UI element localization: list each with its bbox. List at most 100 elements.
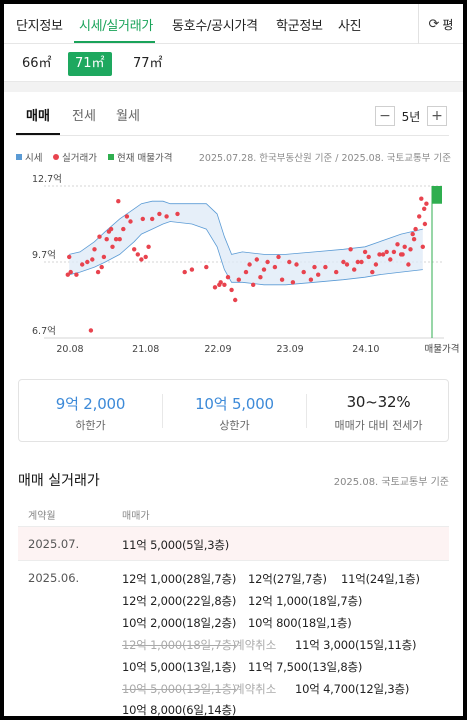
section-divider [4,81,463,92]
x-tick-label: 20.08 [56,344,83,355]
trade-tab-indicator [16,133,60,135]
actual-trade-point [308,277,314,282]
actual-trade-point [384,249,389,255]
deal-price: 11억 7,500(13일,8층) [248,660,363,674]
jeonse-ratio-value: 30~32% [346,393,411,411]
deal-price: 10억 8,000(6일,14층) [122,703,237,716]
deal-price-cancelled: 12억 1,000(18일,7층) [122,638,237,652]
size-option-66[interactable]: 66㎡ [22,56,52,71]
actual-trade-point [108,226,114,232]
period-minus-button[interactable]: − [375,106,395,126]
actual-trade-point [99,264,104,270]
actual-trade-point [95,269,101,275]
size-option-71[interactable]: 71㎡ [68,52,112,76]
deal-price: 10억 2,000(18일,2층) [122,616,237,630]
deal-price: 12억 2,000(22일,8층) [122,594,237,608]
actual-trade-point [104,237,109,242]
actual-trade-point [422,221,428,227]
actual-trade-point [370,269,375,275]
deals-row-highlight[interactable]: 2025.07. 11억 5,000(5일,3층) [18,527,449,561]
actual-trade-point [323,264,328,270]
actual-trade-point [68,269,73,275]
actual-trade-point [391,249,397,255]
actual-trade-point [402,244,407,249]
x-tick-label: 22.09 [204,344,231,355]
actual-trade-point [422,206,427,211]
deal-price: 12억(27일,7층) [248,572,327,586]
actual-trade-point [143,254,148,260]
top-tab-bar: 단지정보 시세/실거래가 동호수/공시가격 학군정보 사진 ⟳ 평 [4,4,463,44]
market-price-band [69,201,423,285]
deal-price-cancelled: 10억 5,000(13일,1층) [122,682,237,696]
actual-trade-point [388,257,393,262]
deal-price: 12억 1,000(28일,7층) [122,572,237,586]
period-plus-button[interactable]: + [427,106,447,126]
upper-bound-caption: 상한가 [219,419,250,432]
actual-trade-point [352,267,357,272]
col-contract-month: 계약월 [28,511,56,522]
actual-trade-dot-icon [53,154,59,160]
tab-complex-info[interactable]: 단지정보 [16,19,63,34]
app-frame: 단지정보 시세/실거래가 동호수/공시가격 학군정보 사진 ⟳ 평 66㎡ 71… [4,4,463,716]
legend-label-actual-trades: 실거래가 [62,153,97,164]
actual-trade-point [97,234,102,239]
actual-trade-point [419,196,424,201]
period-value: 5년 [401,109,421,124]
x-tick-label: 21.08 [132,344,159,355]
actual-trade-point [139,257,144,262]
x-tick-label: 23.09 [276,344,303,355]
cancelled-label: 계약취소 [234,682,277,696]
deals-section-title: 매매 실거래가 [18,473,100,489]
tab-unit-public-price[interactable]: 동호수/공시가격 [172,19,258,34]
deals-table-header: 계약월 매매가 [18,497,449,527]
col-sale-price: 매매가 [122,511,150,522]
actual-trade-point [265,259,270,265]
x-tick-label: 24.10 [352,344,379,355]
tab-photos[interactable]: 사진 [338,19,362,34]
actual-trade-point [301,269,306,275]
trade-tab-divider [16,135,449,136]
legend-item-market-price: 시세 [16,150,42,164]
tab-jeonse[interactable]: 전세 [72,109,96,124]
actual-trade-point [150,216,155,222]
legend-label-market-price: 시세 [25,153,43,164]
size-option-77[interactable]: 77㎡ [133,56,163,71]
tab-price-trades[interactable]: 시세/실거래가 [79,19,154,34]
actual-trade-point [233,297,238,303]
actual-trade-point [341,259,346,265]
upper-bound-value: 10억 5,000 [195,395,274,413]
unit-toggle-button[interactable]: ⟳ 평 [418,4,463,44]
actual-trade-point [212,285,218,290]
listing-price-swatch-icon [108,154,114,160]
deal-price: 11억(24일,1층) [341,572,420,586]
deal-price: 10억 800(18일,1층) [248,616,352,630]
actual-trade-point [110,244,115,249]
actual-trade-point [132,247,137,252]
actual-trade-point [355,259,360,265]
deal-price: 11억 5,000(5일,3층) [122,538,230,552]
actual-trade-point [294,262,299,267]
tab-sale[interactable]: 매매 [26,109,50,124]
actual-trade-point [92,247,97,252]
actual-trade-point [121,226,126,232]
actual-trade-point [175,211,180,217]
actual-trade-point [254,257,259,262]
actual-trade-point [117,237,122,242]
actual-trade-point [243,269,249,275]
tab-school-info[interactable]: 학군정보 [276,19,323,34]
actual-trade-point [74,272,79,277]
actual-trade-point [373,262,379,267]
actual-trade-point [380,252,386,257]
actual-trade-point [124,214,130,219]
deal-month: 2025.07. [28,537,80,551]
actual-trade-point [424,201,429,206]
actual-trade-point [135,252,140,257]
lower-bound-caption: 하한가 [75,419,106,432]
actual-trade-point [334,269,339,275]
market-price-lower-line [69,221,423,286]
actual-trade-point [366,254,371,260]
tab-monthly-rent[interactable]: 월세 [116,109,140,124]
actual-trade-point [408,247,413,252]
actual-trade-point [348,247,353,252]
